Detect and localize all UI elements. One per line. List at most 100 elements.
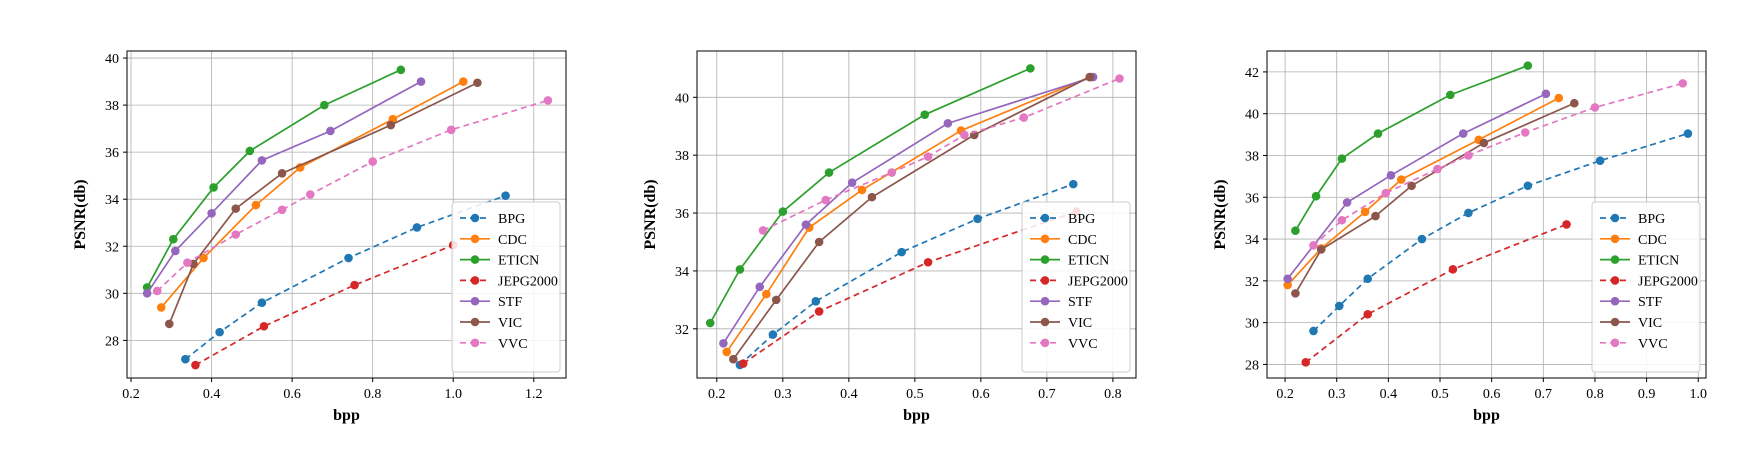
legend-label: BPG (498, 212, 525, 227)
data-point-eticn (705, 318, 715, 328)
legend-label: STF (1068, 295, 1092, 310)
data-point-cdc (199, 253, 208, 263)
series-line-bpg (1312, 132, 1689, 332)
data-point-jepg2000 (350, 280, 359, 290)
y-axis-label: PSNR(db) (72, 179, 89, 249)
legend-frame (451, 201, 561, 373)
legend-label: JEPG2000 (1638, 274, 1698, 289)
data-point-vvc (1337, 215, 1347, 225)
x-tick-label: 0.5 (906, 387, 924, 402)
data-point-vvc (277, 205, 287, 215)
data-point-bpg (1335, 301, 1344, 311)
legend-swatch-marker (470, 338, 480, 348)
series-line-jepg2000 (195, 244, 454, 366)
legend-swatch-marker (470, 213, 480, 223)
data-point-vic (277, 169, 287, 178)
data-point-eticn (1446, 90, 1455, 100)
x-axis-label: bpp (333, 407, 360, 424)
data-point-vic (867, 192, 877, 202)
legend-swatch-marker (1610, 276, 1620, 285)
data-point-eticn (320, 100, 329, 110)
chart-panel-2: 0.2 0.3 0.4 0.5 0.6 0.7 0.8 32 34 36 38 40 bpp PSNR(d… (642, 50, 1137, 424)
legend-swatch-marker (1040, 296, 1050, 306)
data-point-bpg (1363, 274, 1373, 284)
plot-frame (1266, 50, 1707, 379)
legend-swatch-marker (1040, 213, 1050, 223)
data-point-eticn (1026, 64, 1035, 73)
data-point-vvc (923, 152, 933, 161)
x-tick-label: 0.6 (1483, 387, 1501, 402)
x-tick-label: 0.3 (774, 387, 792, 402)
legend: BPG CDC ETICN JEPG2000 STF VIC VVC (1021, 201, 1131, 373)
y-tick-label: 32 (675, 323, 689, 338)
legend-label: ETICN (1638, 254, 1679, 269)
data-point-vvc (1019, 113, 1029, 122)
data-point-eticn (396, 65, 406, 75)
data-point-vvc (1590, 103, 1600, 112)
legend-label: STF (1638, 295, 1662, 310)
legend-label: STF (498, 295, 522, 310)
data-point-stf (719, 338, 728, 348)
plot-frame (126, 50, 567, 379)
data-point-vic (771, 295, 781, 305)
data-point-stf (326, 126, 335, 136)
data-point-cdc (1283, 280, 1292, 290)
data-point-jepg2000 (1562, 220, 1571, 229)
data-point-bpg (1309, 326, 1318, 336)
data-point-bpg (257, 298, 267, 308)
x-tick-label: 0.8 (1586, 387, 1604, 402)
legend-swatch-marker (1610, 255, 1620, 264)
legend-swatch-marker (470, 234, 480, 244)
legend-swatch-marker (470, 317, 480, 327)
y-tick-label: 30 (105, 287, 119, 302)
data-point-eticn (209, 183, 218, 192)
series-line-jepg2000 (742, 210, 1077, 365)
data-point-vvc (231, 230, 241, 239)
data-point-jepg2000 (259, 321, 269, 331)
y-tick-label: 38 (105, 99, 119, 114)
data-point-vic (1570, 98, 1579, 108)
series-line-stf (722, 76, 1094, 344)
data-point-vic (1291, 289, 1300, 298)
data-point-eticn (1311, 191, 1321, 201)
legend-label: ETICN (498, 254, 539, 269)
data-point-bpg (181, 354, 190, 364)
legend-swatch-marker (1610, 234, 1620, 244)
data-point-jepg2000 (1448, 265, 1458, 274)
series-line-jepg2000 (1305, 223, 1567, 364)
data-point-stf (171, 246, 180, 256)
legend-swatch-marker (470, 276, 480, 285)
data-point-vvc (152, 286, 162, 296)
x-tick-label: 0.6 (972, 387, 990, 402)
y-tick-label: 36 (105, 146, 119, 161)
legend-swatch-marker (1610, 317, 1620, 327)
data-point-vvc (1678, 79, 1688, 88)
data-point-eticn (920, 110, 930, 119)
data-point-vvc (1309, 241, 1318, 250)
x-tick-label: 1.0 (1690, 387, 1708, 402)
legend-label: VVC (1068, 337, 1098, 352)
series-line-cdc (1287, 97, 1560, 286)
data-point-stf (1458, 129, 1468, 138)
y-tick-label: 38 (1245, 149, 1259, 164)
series-line-vic (168, 81, 478, 325)
x-tick-label: 0.2 (1276, 387, 1294, 402)
legend-label: BPG (1638, 212, 1665, 227)
legend-label: CDC (498, 233, 527, 248)
data-point-vvc (960, 130, 969, 140)
data-point-vvc (543, 96, 553, 105)
data-point-jepg2000 (923, 257, 933, 267)
legend: BPG CDC ETICN JEPG2000 STF VIC VVC (1591, 201, 1701, 373)
x-tick-label: 0.2 (708, 387, 726, 402)
data-point-bpg (973, 214, 982, 224)
y-tick-label: 36 (1245, 191, 1259, 206)
x-tick-label: 0.3 (1328, 387, 1346, 402)
data-point-bpg (1417, 234, 1427, 244)
data-point-vvc (1115, 74, 1124, 83)
y-tick-label: 34 (675, 265, 689, 280)
y-tick-label: 32 (105, 240, 119, 255)
x-tick-label: 0.8 (1104, 387, 1122, 402)
data-point-stf (1342, 198, 1352, 207)
legend-swatch-marker (1040, 317, 1050, 327)
